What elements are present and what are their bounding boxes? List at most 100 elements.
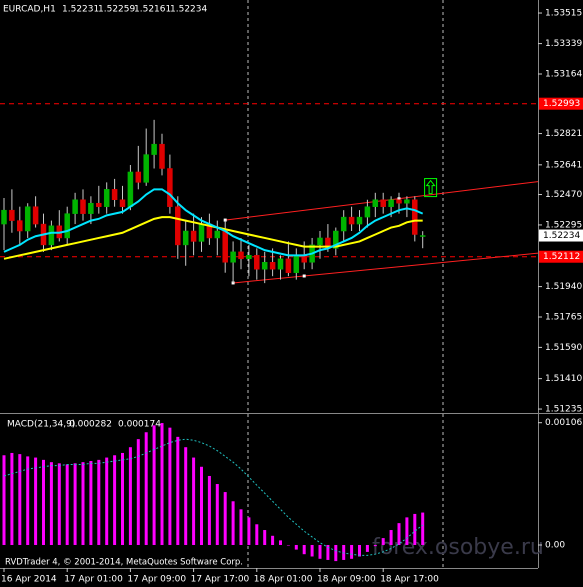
candle-body (396, 199, 402, 204)
candle-body (293, 255, 300, 273)
macd-bar (294, 544, 298, 550)
macd-bar (397, 523, 401, 545)
trendline-anchor (223, 218, 227, 222)
candle-body (388, 199, 394, 207)
candle-body (80, 199, 86, 214)
y-tick-label: 0.001063 (545, 418, 583, 428)
macd-bar (128, 447, 132, 545)
macd-bar (334, 544, 338, 562)
candle-body (404, 199, 410, 204)
candle-body (190, 230, 197, 242)
macd-bar (247, 517, 251, 545)
candle-body (238, 251, 244, 260)
copyright: RVDTrader 4, © 2001-2014, MetaQuotes Sof… (5, 558, 243, 568)
macd-bar (168, 427, 172, 545)
candle-body (419, 235, 426, 237)
macd-bar (255, 524, 259, 545)
macd-bar (215, 484, 219, 545)
header-high: 1.52259 (98, 5, 135, 15)
watermark: forex.osobye.ru (372, 535, 544, 560)
candle-body (269, 262, 276, 270)
candle-body (127, 171, 134, 207)
macd-bar (413, 513, 417, 545)
macd-bar (121, 452, 124, 545)
macd-bar (113, 455, 117, 545)
x-tick-label: 16 Apr 2014 (1, 575, 57, 585)
macd-bar (105, 457, 109, 545)
y-tick-label: 1.53164 (545, 69, 582, 79)
x-tick-label: 17 Apr 01:00 (64, 575, 123, 585)
candle-body (254, 255, 260, 270)
candle-body (182, 230, 189, 246)
y-tick-label: 1.51235 (545, 405, 582, 415)
macd-bar (65, 464, 69, 545)
macd-bar (326, 544, 330, 560)
candle-body (143, 154, 149, 183)
candle-body (261, 262, 268, 270)
macd-bar (342, 544, 346, 560)
trendline-anchor (302, 274, 306, 278)
level-label: 1.52112 (543, 252, 580, 262)
candle-body (301, 255, 307, 263)
macd-bar (365, 544, 369, 552)
macd-bar (310, 544, 314, 557)
candle-body (340, 216, 347, 232)
macd-bar (176, 436, 180, 545)
macd-bar (26, 456, 30, 545)
macd-bar (223, 492, 227, 545)
macd-bar (231, 501, 235, 545)
x-tick-label: 17 Apr 17:00 (191, 575, 250, 585)
macd-bar (73, 463, 77, 545)
macd-bar (200, 466, 203, 545)
macd-bar (184, 447, 188, 545)
candle-body (1, 209, 7, 225)
candle-body (348, 216, 355, 225)
macd-bar (373, 544, 377, 547)
y-tick-label: 1.52470 (545, 190, 582, 200)
header-close: 1.52234 (170, 5, 207, 15)
header-low: 1.52161 (134, 5, 171, 15)
macd-value: 0.000282 (69, 420, 112, 430)
macd-bar (302, 544, 306, 555)
macd-signal-value: 0.000174 (118, 420, 161, 430)
candle-body (167, 168, 173, 207)
y-tick-label: 1.52295 (545, 220, 582, 230)
candle-body (9, 209, 15, 221)
candle-body (246, 255, 252, 260)
macd-bar (10, 452, 14, 545)
candle-body (151, 143, 157, 155)
candle-body (333, 230, 339, 249)
trendline (233, 252, 539, 284)
x-tick-label: 18 Apr 17:00 (380, 575, 439, 585)
macd-bar (57, 463, 61, 545)
candle-body (96, 202, 102, 207)
macd-bar (358, 544, 361, 557)
candle-body (72, 199, 78, 214)
y-tick-label: 1.53339 (545, 39, 582, 49)
macd-bar (381, 538, 385, 545)
x-tick-label: 17 Apr 09:00 (127, 575, 186, 585)
candle-body (230, 251, 236, 263)
candle-body (380, 199, 386, 207)
y-tick-label: 1.51590 (545, 343, 582, 353)
y-tick-label: 1.52641 (545, 160, 582, 170)
x-tick-label: 18 Apr 09:00 (317, 575, 376, 585)
symbol: EURCAD,H1 (3, 5, 56, 15)
candle-body (214, 230, 221, 239)
macd-bar (81, 462, 85, 545)
macd-bar (136, 439, 140, 545)
macd-bar (405, 517, 409, 545)
y-tick-label: 1.51765 (545, 312, 582, 322)
candle-body (372, 199, 379, 207)
y-tick-label: 0.00 (545, 540, 565, 550)
macd-bar (144, 432, 148, 545)
candle-body (17, 220, 23, 232)
macd-bar (49, 462, 53, 545)
macd-bar (18, 454, 22, 545)
candle-body (111, 189, 118, 200)
macd-bar (263, 530, 267, 545)
candle-body (24, 206, 31, 232)
